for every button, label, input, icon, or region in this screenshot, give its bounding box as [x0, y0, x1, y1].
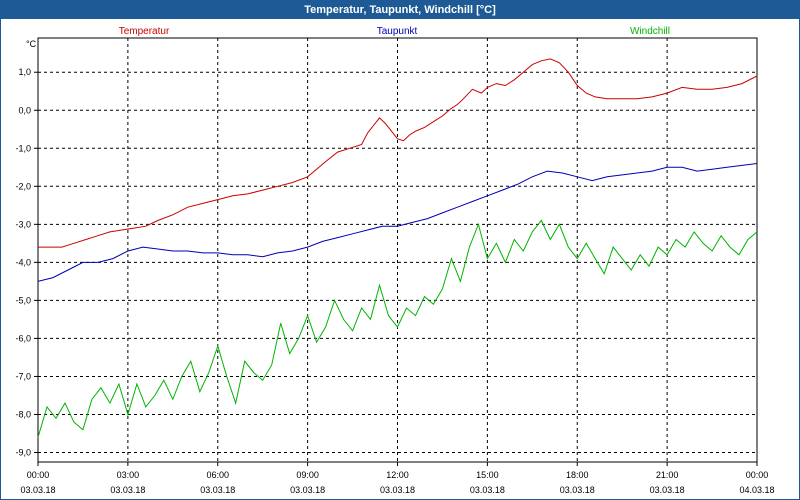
series-line-windchill: [37, 219, 758, 438]
y-tick-label: -3,0: [15, 219, 31, 229]
y-axis-label: °C: [26, 39, 37, 49]
grid-lines: [38, 38, 757, 462]
x-tick-date: 04.03.18: [739, 485, 774, 495]
y-tick-label: -9,0: [15, 447, 31, 457]
y-tick-label: -8,0: [15, 409, 31, 419]
y-tick-label: -1,0: [15, 143, 31, 153]
x-tick-time: 00:00: [746, 470, 769, 480]
legend: Temperatur Taupunkt Windchill: [119, 26, 670, 37]
y-tick-label: -6,0: [15, 333, 31, 343]
series-line-temperatur: [38, 58, 758, 248]
x-tick-time: 00:00: [27, 470, 50, 480]
x-tick-time: 09:00: [296, 470, 319, 480]
y-tick-label: 1,0: [18, 67, 31, 77]
x-tick-time: 03:00: [117, 470, 140, 480]
x-tick-date: 03.03.18: [380, 485, 415, 495]
x-axis: 00:00 03.03.18 03:00 03.03.18 06:00 03.03.18 0…: [20, 462, 775, 495]
y-tick-label: -7,0: [15, 371, 31, 381]
series-line-taupunkt: [37, 163, 758, 282]
x-tick-date: 03.03.18: [110, 485, 145, 495]
legend-entry-taupunkt: Taupunkt: [377, 26, 418, 37]
x-tick-date: 03.03.18: [290, 485, 325, 495]
x-tick-date: 03.03.18: [20, 485, 55, 495]
x-tick-time: 06:00: [206, 470, 229, 480]
x-tick-time: 21:00: [656, 470, 679, 480]
x-tick-time: 18:00: [566, 470, 589, 480]
x-tick-date: 03.03.18: [470, 485, 505, 495]
x-tick-date: 03.03.18: [200, 485, 235, 495]
y-tick-label: 0,0: [18, 105, 31, 115]
x-tick-time: 15:00: [476, 470, 499, 480]
x-tick-date: 03.03.18: [560, 485, 595, 495]
y-tick-label: -5,0: [15, 295, 31, 305]
x-tick-time: 12:00: [386, 470, 409, 480]
series-group: [37, 58, 758, 438]
y-tick-label: -4,0: [15, 257, 31, 267]
legend-entry-temperatur: Temperatur: [119, 26, 170, 37]
y-axis: 1,0 0,0 -1,0 -2,0 -3,0 -4,0 -5,0 -6,0 -7,0 -8,0 -9…: [15, 67, 38, 457]
legend-entry-windchill: Windchill: [630, 26, 670, 37]
x-tick-date: 03.03.18: [650, 485, 685, 495]
window-title: Temperatur, Taupunkt, Windchill [°C]: [1, 1, 799, 19]
y-tick-label: -2,0: [15, 181, 31, 191]
